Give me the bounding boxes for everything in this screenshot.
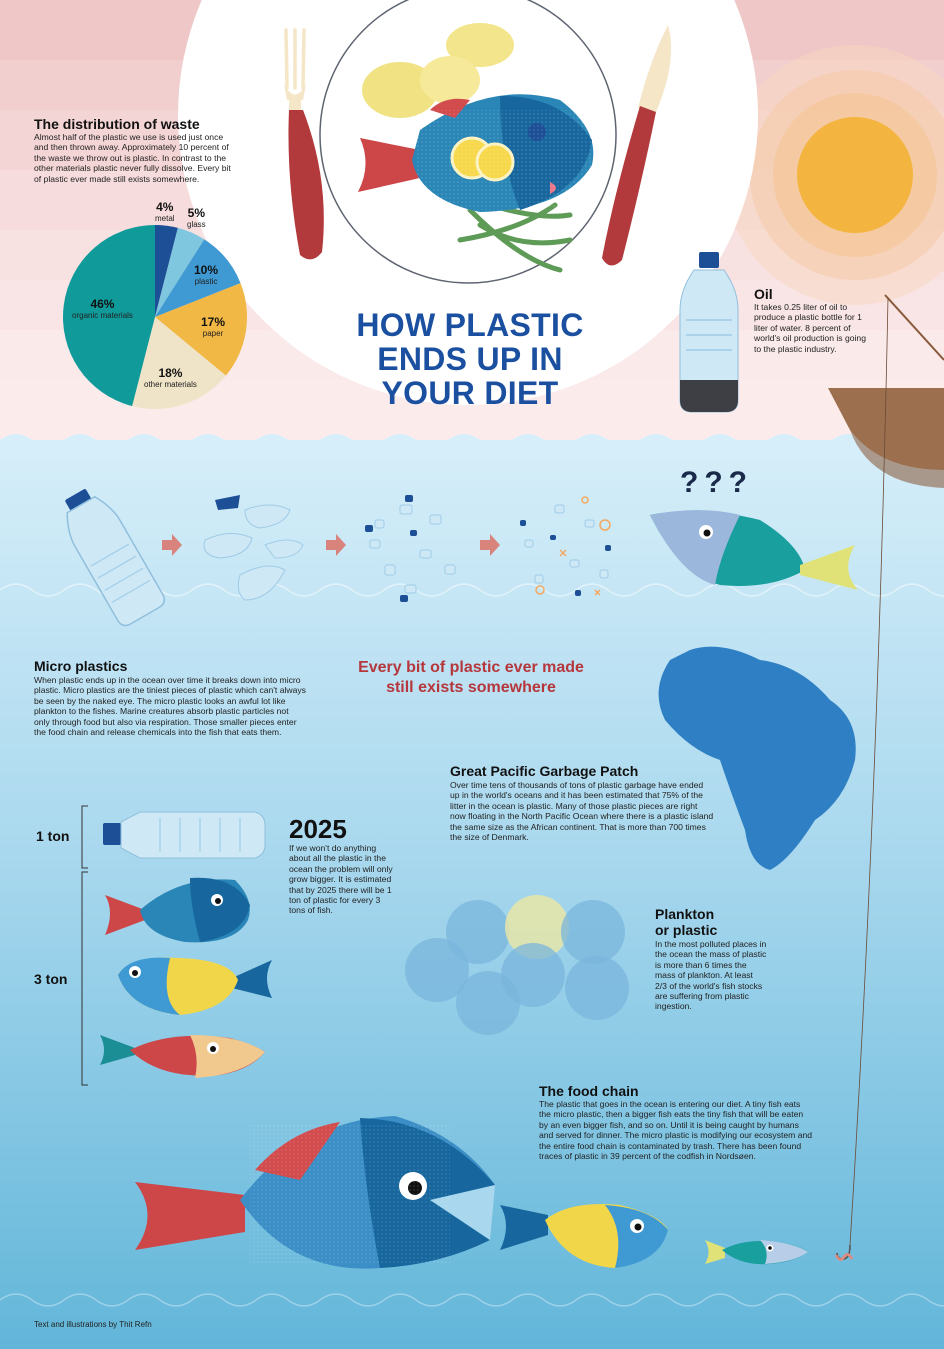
three-ton-label: 3 ton (34, 971, 68, 987)
pie-slice-glass (155, 227, 205, 317)
plankton-heading-1: Plankton (655, 906, 715, 922)
pie-slice-other-materials (132, 317, 226, 410)
gpgp-heading: Great Pacific Garbage Patch (450, 763, 639, 779)
waste-heading: The distribution of waste (34, 116, 200, 132)
micro-body: When plastic ends up in the ocean over t… (34, 675, 306, 738)
page-title: HOW PLASTIC ENDS UP IN YOUR DIET (320, 308, 620, 410)
credit-line: Text and illustrations by Thit Refn (34, 1320, 152, 1329)
title-line-3: YOUR DIET (381, 375, 559, 411)
pie-slice-organic-materials (62, 225, 155, 407)
pie-slice-plastic (155, 239, 241, 317)
food-chain-body: The plastic that goes in the ocean is en… (539, 1099, 813, 1162)
oil-body: It takes 0.25 liter of oil to produce a … (754, 302, 866, 354)
plankton-circles (405, 895, 629, 1035)
title-line-2: ENDS UP IN (377, 341, 563, 377)
pie-slice-metal (155, 225, 178, 317)
pie-label-other: 18% other materials (144, 366, 197, 389)
pie-label-organic: 46% organic materials (72, 297, 133, 320)
title-line-1: HOW PLASTIC (356, 307, 584, 343)
year-2025-body: If we won't do anything about all the pl… (289, 843, 393, 916)
pie-slice-paper (155, 283, 248, 376)
micro-heading: Micro plastics (34, 658, 128, 674)
pie-label-paper: 17% paper (201, 315, 226, 338)
one-ton-label: 1 ton (36, 828, 70, 844)
quote-line-2: still exists somewhere (386, 679, 556, 696)
oil-heading: Oil (754, 286, 773, 302)
waste-body: Almost half of the plastic we use is use… (34, 132, 231, 184)
food-chain-heading: The food chain (539, 1083, 639, 1099)
pie-label-metal: 4% metal (155, 200, 175, 223)
plankton-heading-2: or plastic (655, 922, 718, 938)
question-marks: ??? (680, 466, 753, 499)
plankton-mix-icon (520, 496, 611, 596)
waste-pie-chart (62, 225, 248, 410)
plankton-body: In the most polluted places in the ocean… (655, 939, 767, 1012)
gpgp-body: Over time tens of thousands of tons of p… (450, 780, 714, 843)
pie-label-glass: 5% glass (187, 206, 206, 229)
pie-label-plastic: 10% plastic (194, 263, 219, 286)
quote-line-1: Every bit of plastic ever made (358, 659, 584, 676)
micro-plastic-particles-icon (365, 495, 456, 602)
year-2025-heading: 2025 (289, 814, 347, 844)
quote-block: Every bit of plastic ever made still exi… (330, 658, 612, 698)
